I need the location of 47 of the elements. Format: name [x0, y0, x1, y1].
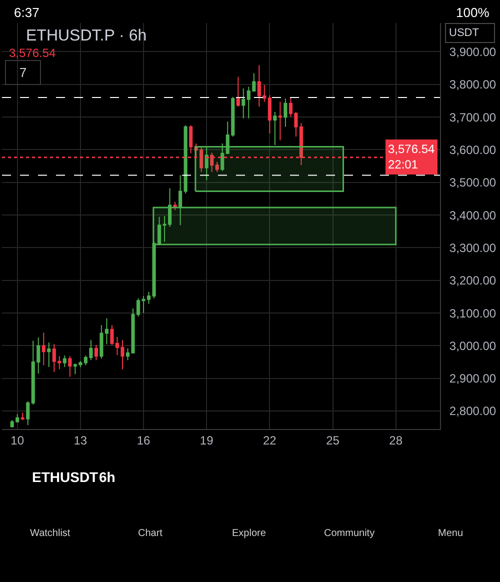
y-tick-label: 3,600.00 [449, 142, 496, 157]
candlestick [47, 342, 51, 368]
text: ETHUSDT [32, 469, 99, 485]
y-axis-title: USDT [449, 27, 480, 39]
candlestick [26, 400, 30, 426]
candlestick [242, 88, 246, 119]
y-tick-label: 3,500.00 [449, 176, 496, 190]
y-tick-label: 2,800.00 [449, 404, 496, 418]
y-tick-label: 3,800.00 [449, 78, 496, 92]
y-tick-label: 3,000.00 [449, 338, 496, 353]
y-tick-label: 3,400.00 [449, 208, 496, 222]
text: 6h [99, 469, 116, 485]
candlestick [236, 76, 240, 108]
candlestick [42, 332, 46, 366]
annotation: 7 [19, 65, 27, 80]
x-tick-label: 13 [74, 433, 88, 448]
y-tick-label: 3,700.00 [449, 110, 496, 124]
text: 3,576.54 [9, 46, 56, 60]
y-tick-label: 3,200.00 [449, 274, 496, 288]
text: Explore [232, 528, 266, 539]
text: 100% [456, 5, 490, 20]
candlestick [189, 124, 193, 154]
candlestick [62, 355, 66, 368]
candlestick [278, 101, 282, 141]
y-tick-label: 3,300.00 [449, 240, 496, 255]
candlestick [20, 412, 24, 421]
candlestick [284, 98, 288, 128]
chart-title: ETHUSDT.P · 6h [26, 28, 147, 45]
x-tick-label: 25 [326, 433, 340, 448]
ref-line-label: 3,576.54 22:01 [388, 142, 436, 172]
y-tick-label: 2,900.00 [449, 372, 496, 386]
candlestick [68, 356, 72, 378]
x-tick-label: 16 [136, 433, 151, 448]
text: Chart [138, 528, 163, 539]
x-tick-label: 28 [389, 433, 403, 448]
x-tick-label: 22 [263, 433, 277, 448]
text: 6:37 [14, 5, 40, 20]
text: Menu [438, 528, 464, 539]
x-tick-label: 10 [10, 433, 24, 448]
candlestick [94, 344, 98, 361]
y-tick-label: 3,900.00 [449, 44, 496, 59]
candlestick [268, 94, 272, 134]
text: Watchlist [30, 528, 70, 539]
y-tick-label: 3,100.00 [449, 306, 496, 320]
x-tick-label: 19 [200, 433, 214, 448]
candlestick [184, 124, 188, 194]
text: Community [324, 528, 375, 539]
